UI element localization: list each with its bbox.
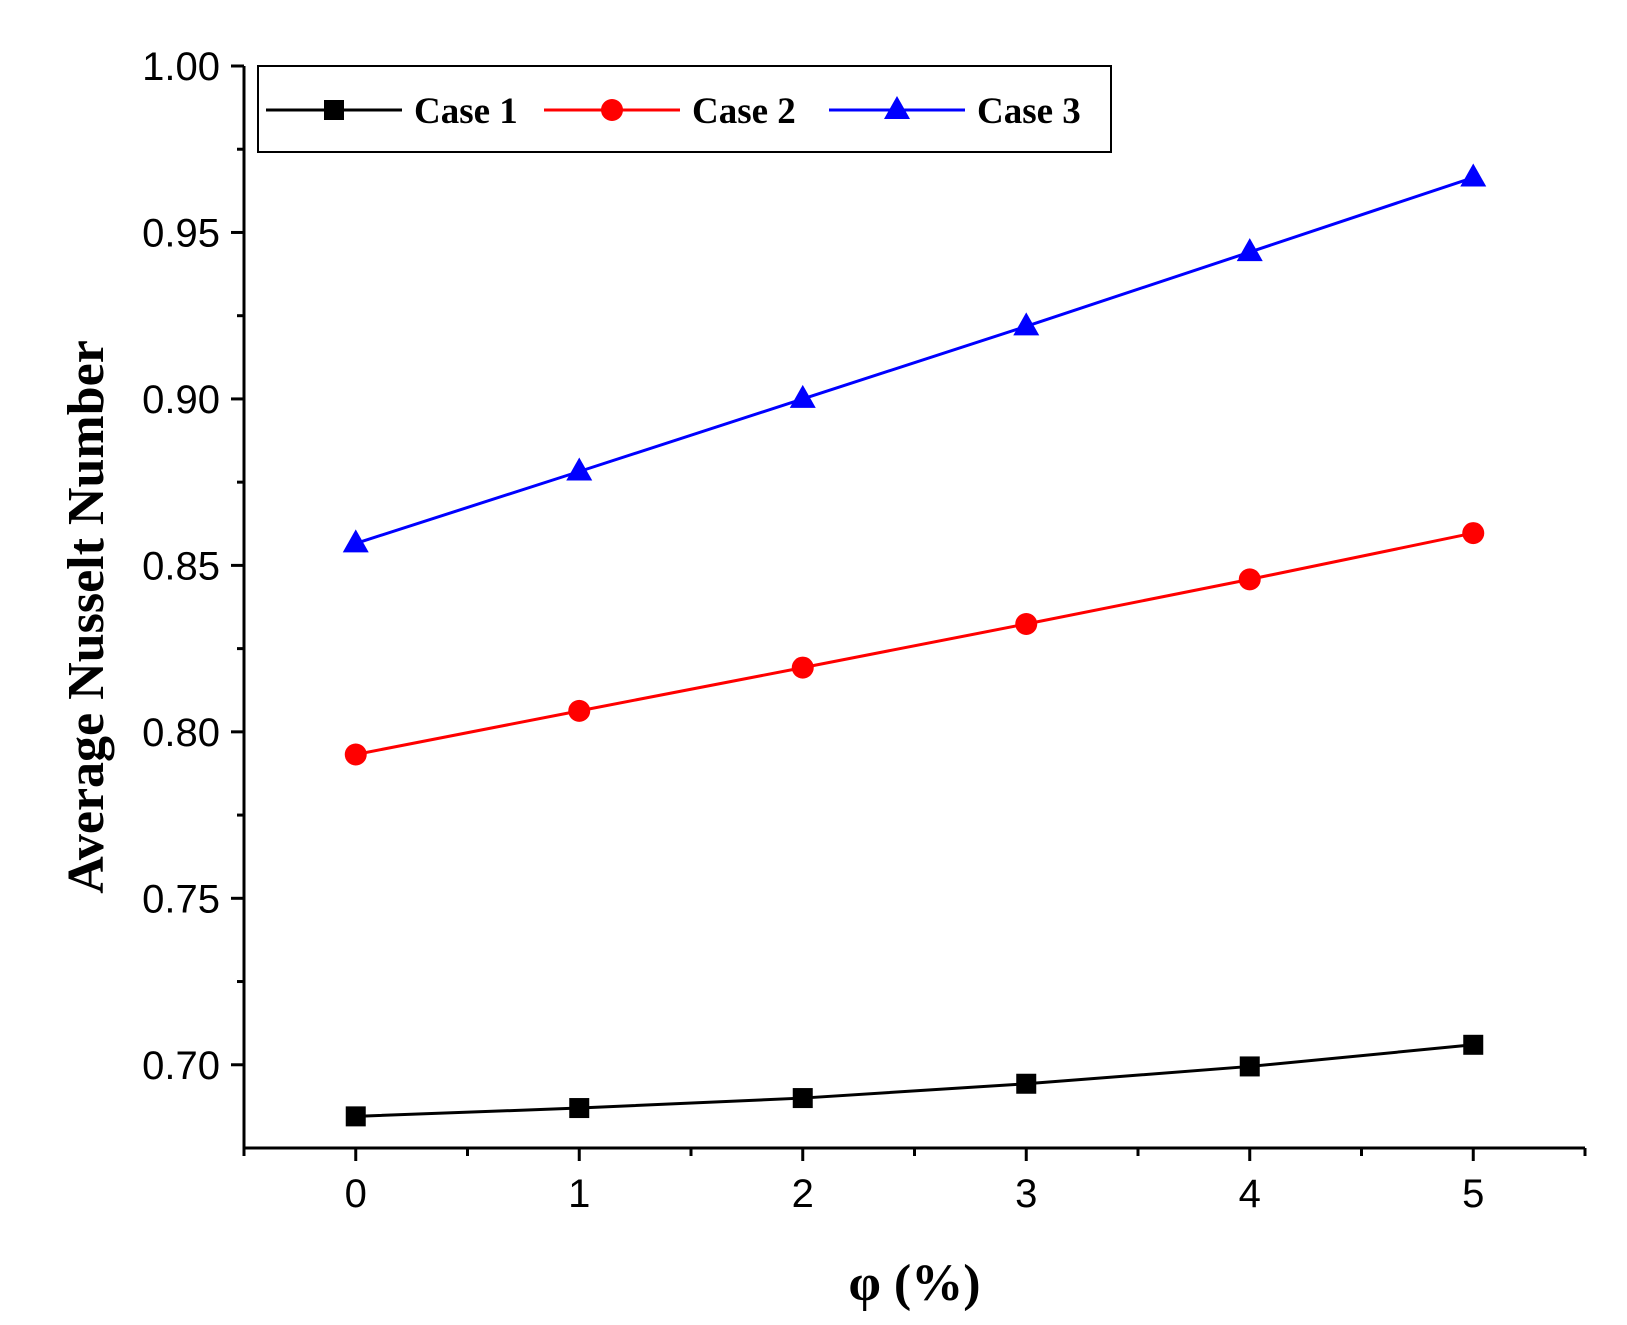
y-axis-ticks: 0.70 0.75 0.80 0.85 0.90 0.95 1.00 bbox=[142, 45, 244, 1088]
data-point-case-2 bbox=[1462, 522, 1485, 545]
series-case-3 bbox=[342, 163, 1487, 553]
series-line-case-2 bbox=[355, 531, 1474, 756]
data-point-case-1 bbox=[1463, 1034, 1484, 1055]
x-tick-label: 3 bbox=[1015, 1172, 1037, 1216]
y-tick-label: 0.85 bbox=[142, 544, 220, 588]
x-tick-label: 0 bbox=[345, 1172, 367, 1216]
legend: Case 1 Case 2 Case 3 bbox=[257, 65, 1112, 153]
x-tick-label: 2 bbox=[792, 1172, 814, 1216]
x-axis-ticks: 0 1 2 3 4 5 bbox=[242, 1148, 1587, 1216]
data-point-case-3 bbox=[1460, 163, 1487, 187]
y-tick-label: 0.95 bbox=[142, 211, 220, 255]
x-axis-title: φ (%) bbox=[848, 1255, 980, 1312]
series-case-2 bbox=[344, 522, 1485, 766]
series-case-1 bbox=[345, 1034, 1484, 1127]
legend-label-case-1: Case 1 bbox=[414, 91, 518, 132]
y-tick-label: 0.75 bbox=[142, 877, 220, 921]
data-point-case-1 bbox=[1239, 1056, 1260, 1077]
data-point-case-3 bbox=[1236, 238, 1263, 262]
legend-marker-case-2 bbox=[601, 99, 623, 121]
data-point-case-1 bbox=[569, 1098, 590, 1119]
data-point-case-1 bbox=[792, 1088, 813, 1109]
x-tick-label: 1 bbox=[568, 1172, 590, 1216]
data-point-case-1 bbox=[345, 1106, 366, 1127]
y-tick-label: 0.70 bbox=[142, 1044, 220, 1088]
series-line-case-1 bbox=[355, 1043, 1474, 1118]
data-point-case-3 bbox=[789, 384, 816, 408]
data-point-case-2 bbox=[791, 656, 814, 679]
data-point-case-3 bbox=[1013, 312, 1040, 336]
data-point-case-2 bbox=[1238, 568, 1261, 591]
data-point-case-3 bbox=[342, 529, 369, 553]
y-tick-label: 0.80 bbox=[142, 711, 220, 755]
data-point-case-2 bbox=[344, 743, 367, 766]
legend-label-case-3: Case 3 bbox=[977, 91, 1081, 132]
legend-marker-case-1 bbox=[324, 100, 344, 120]
x-tick-label: 4 bbox=[1239, 1172, 1261, 1216]
legend-marker-case-3 bbox=[884, 96, 910, 119]
y-axis-title: Average Nusselt Number bbox=[58, 340, 115, 894]
legend-label-case-2: Case 2 bbox=[692, 91, 796, 132]
data-point-case-2 bbox=[568, 699, 591, 722]
data-point-case-1 bbox=[1016, 1073, 1037, 1094]
series-line-case-3 bbox=[355, 176, 1474, 545]
data-point-case-3 bbox=[566, 457, 593, 481]
plot-series bbox=[342, 163, 1487, 1127]
data-point-case-2 bbox=[1015, 612, 1038, 635]
y-tick-label: 1.00 bbox=[142, 45, 220, 89]
x-tick-label: 5 bbox=[1462, 1172, 1484, 1216]
axes bbox=[242, 66, 1585, 1150]
y-tick-label: 0.90 bbox=[142, 378, 220, 422]
